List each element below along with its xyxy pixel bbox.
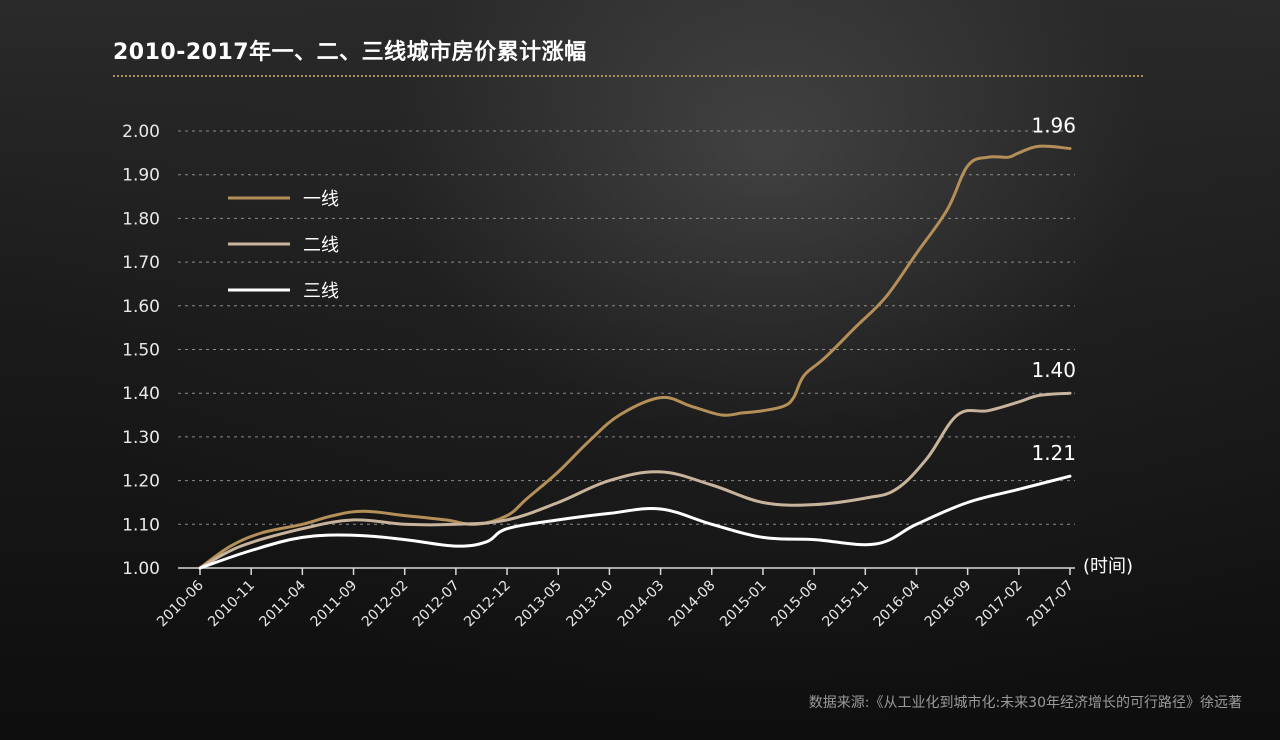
y-axis: 1.00 1.10 1.20 1.30 1.40 1.50 1.60 1.70 1.80 1.90… bbox=[122, 122, 160, 579]
legend-label: 一线 bbox=[303, 189, 339, 210]
y-tick-label: 1.60 bbox=[122, 297, 160, 317]
x-tick-label: 2011-09 bbox=[308, 578, 361, 631]
y-tick-label: 1.10 bbox=[122, 515, 160, 535]
series-line-3 bbox=[198, 474, 1072, 570]
x-tick-label: 2015-06 bbox=[768, 577, 821, 630]
series-line-2 bbox=[198, 391, 1072, 570]
x-tick-label: 2012-07 bbox=[410, 578, 463, 631]
series-lines: 1.96 1.40 1.21 bbox=[198, 113, 1076, 570]
y-tick-label: 1.30 bbox=[122, 428, 160, 448]
x-tick-label: 2015-01 bbox=[717, 578, 770, 631]
y-tick-label: 1.00 bbox=[122, 559, 160, 579]
series-line-1 bbox=[198, 144, 1072, 570]
x-tick-label: 2013-05 bbox=[512, 578, 565, 631]
x-axis-label: (时间) bbox=[1083, 556, 1133, 577]
x-tick-label: 2013-10 bbox=[564, 578, 617, 631]
x-tick-label: 2010-06 bbox=[154, 577, 207, 630]
x-axis: 2010-062010-112011-042011-092012-022012-… bbox=[154, 568, 1077, 630]
title-divider bbox=[113, 75, 1143, 77]
y-tick-label: 2.00 bbox=[122, 122, 160, 142]
y-tick-label: 1.20 bbox=[122, 472, 160, 492]
series-end-label: 1.96 bbox=[1031, 113, 1076, 137]
y-tick-label: 1.80 bbox=[122, 209, 160, 229]
x-tick-label: 2017-07 bbox=[1024, 578, 1077, 631]
x-tick-label: 2012-12 bbox=[461, 578, 514, 631]
x-tick-label: 2017-02 bbox=[973, 578, 1026, 631]
legend-label: 二线 bbox=[303, 235, 339, 256]
source-note: 数据来源:《从工业化到城市化:未来30年经济增长的可行路径》徐远著 bbox=[808, 695, 1242, 711]
y-tick-label: 1.90 bbox=[122, 166, 160, 186]
x-tick-label: 2010-11 bbox=[205, 578, 258, 631]
x-tick-label: 2016-04 bbox=[871, 577, 924, 630]
y-tick-label: 1.50 bbox=[122, 341, 160, 361]
grid-lines bbox=[178, 130, 1075, 569]
y-tick-label: 1.70 bbox=[122, 253, 160, 273]
x-tick-label: 2014-03 bbox=[615, 578, 668, 631]
x-tick-label: 2011-04 bbox=[257, 577, 310, 630]
series-end-label: 1.21 bbox=[1031, 441, 1076, 465]
y-tick-label: 1.40 bbox=[122, 384, 160, 404]
legend-label: 三线 bbox=[303, 281, 339, 302]
x-tick-label: 2016-09 bbox=[922, 578, 975, 631]
x-tick-label: 2012-02 bbox=[359, 578, 412, 631]
chart-title: 2010-2017年一、二、三线城市房价累计涨幅 bbox=[113, 40, 587, 65]
x-tick-label: 2015-11 bbox=[819, 578, 872, 631]
series-end-label: 1.40 bbox=[1031, 358, 1076, 382]
x-tick-label: 2014-08 bbox=[666, 578, 719, 631]
